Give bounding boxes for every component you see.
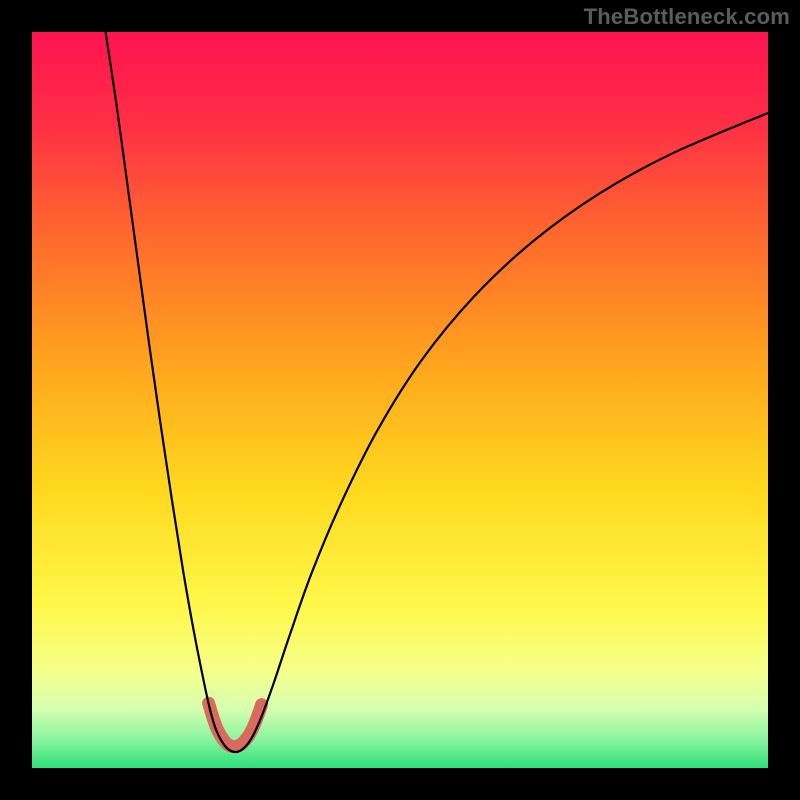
gradient-background: [32, 32, 768, 768]
bottleneck-curve-chart: [32, 32, 768, 768]
watermark-text: TheBottleneck.com: [584, 4, 790, 30]
plot-area: [32, 32, 768, 768]
chart-frame: TheBottleneck.com: [0, 0, 800, 800]
